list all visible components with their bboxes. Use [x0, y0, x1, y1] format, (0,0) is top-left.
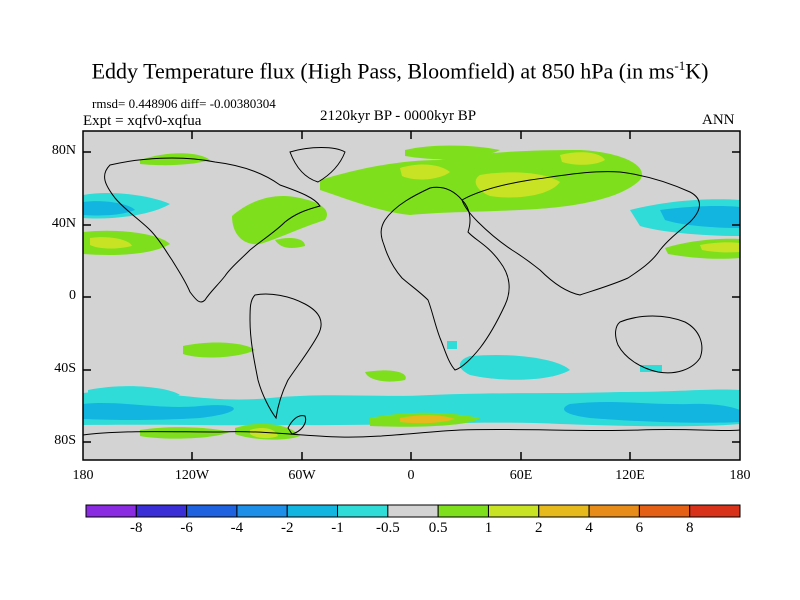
- asia-coastline: [461, 171, 700, 296]
- north-pacific-positive-west-core: [90, 237, 132, 249]
- lat-label-0: 0: [69, 288, 76, 303]
- colorbar-label: -8: [130, 520, 143, 536]
- colorbar: [85, 504, 741, 518]
- antarctica-coastline: [82, 428, 741, 438]
- colorbar-label: 6: [635, 520, 644, 536]
- antarctic-peninsula-coastline: [287, 415, 307, 435]
- colorbar-swatch: [588, 504, 640, 518]
- anomaly-field: [83, 145, 740, 440]
- north-atlantic-positive: [275, 238, 305, 248]
- colorbar-swatch: [387, 504, 439, 518]
- lon-label-180-right: 180: [729, 468, 751, 483]
- colorbar-swatch: [538, 504, 590, 518]
- colorbar-swatch: [186, 504, 238, 518]
- north-atlantic-positive: [232, 196, 328, 245]
- arctic-canada-positive: [140, 153, 210, 166]
- title-superscript: -1: [674, 58, 686, 73]
- colorbar-swatch: [236, 504, 288, 518]
- siberia-positive-core: [560, 152, 605, 165]
- southern-ocean-deep-negative: [564, 401, 740, 423]
- lat-label-80S: 80S: [54, 433, 76, 448]
- colorbar-swatch: [135, 504, 188, 518]
- colorbar-label: -6: [180, 520, 193, 536]
- title-main: Eddy Temperature flux (High Pass, Bloomf…: [91, 58, 675, 84]
- colorbar-swatch: [337, 504, 389, 518]
- mid-south-pacific-negative: [88, 386, 180, 400]
- colorbar-swatch: [85, 504, 137, 518]
- lat-label-40N: 40N: [51, 216, 76, 231]
- colorbar-label: -4: [230, 520, 244, 536]
- lat-label-40S: 40S: [54, 361, 76, 376]
- season-label: ANN: [702, 112, 735, 128]
- colorbar-label: 2: [535, 520, 543, 536]
- north-america-coastline: [104, 157, 321, 303]
- colorbar-label: -2: [280, 520, 294, 536]
- axis-ticks: [83, 131, 740, 460]
- colorbar-label: -1: [331, 520, 344, 536]
- colorbar-swatch: [437, 504, 489, 518]
- north-pacific-negative-east-core: [660, 206, 740, 228]
- lon-label-0: 0: [407, 468, 415, 483]
- south-america-coastline: [249, 293, 322, 420]
- lon-label-180-left: 180: [72, 468, 94, 483]
- lon-label-60E: 60E: [509, 468, 533, 483]
- lon-label-60W: 60W: [288, 468, 316, 483]
- south-pacific-negative-patch: [459, 354, 570, 380]
- colorbar-label: 8: [685, 520, 694, 536]
- lon-label-120W: 120W: [174, 468, 210, 483]
- colorbar-label: 1: [484, 520, 493, 536]
- north-pacific-positive-east-core: [700, 242, 740, 253]
- title-tail: K): [685, 58, 709, 84]
- coastlines: [82, 147, 741, 438]
- period-label: 2120kyr BP - 0000kyr BP: [320, 108, 477, 124]
- arctic-positive: [405, 145, 500, 160]
- plot-title: Eddy Temperature flux (High Pass, Bloomf…: [0, 58, 800, 84]
- antarctic-positive-patch: [400, 415, 455, 424]
- colorbar-swatch: [689, 504, 741, 518]
- colorbar-swatch: [286, 504, 339, 518]
- colorbar-label: -0.5: [375, 520, 400, 536]
- colorbar-swatch: [638, 504, 691, 518]
- colorbar-label: 0.5: [428, 520, 448, 536]
- southern-ocean-deep-negative: [83, 403, 234, 420]
- greenland-coastline: [289, 147, 346, 183]
- australia-coastline: [615, 315, 703, 374]
- small-negative-patch: [640, 365, 662, 372]
- small-negative-patch: [447, 341, 457, 349]
- lat-label-80N: 80N: [51, 143, 76, 158]
- antarctic-positive-patch: [140, 427, 230, 439]
- stats-text: rmsd= 0.448906 diff= -0.00380304: [92, 96, 276, 111]
- antarctic-positive-patch: [250, 428, 278, 439]
- scandinavia-positive-core: [400, 164, 450, 180]
- experiment-label: Expt = xqfv0-xqfua: [83, 113, 202, 129]
- south-indian-positive-patch: [365, 370, 406, 382]
- lon-label-120E: 120E: [615, 468, 645, 483]
- southern-ocean-negative-band: [83, 389, 740, 427]
- south-atlantic-positive-patch: [183, 342, 255, 358]
- colorbar-label: 4: [585, 520, 593, 536]
- colorbar-swatch: [487, 504, 540, 518]
